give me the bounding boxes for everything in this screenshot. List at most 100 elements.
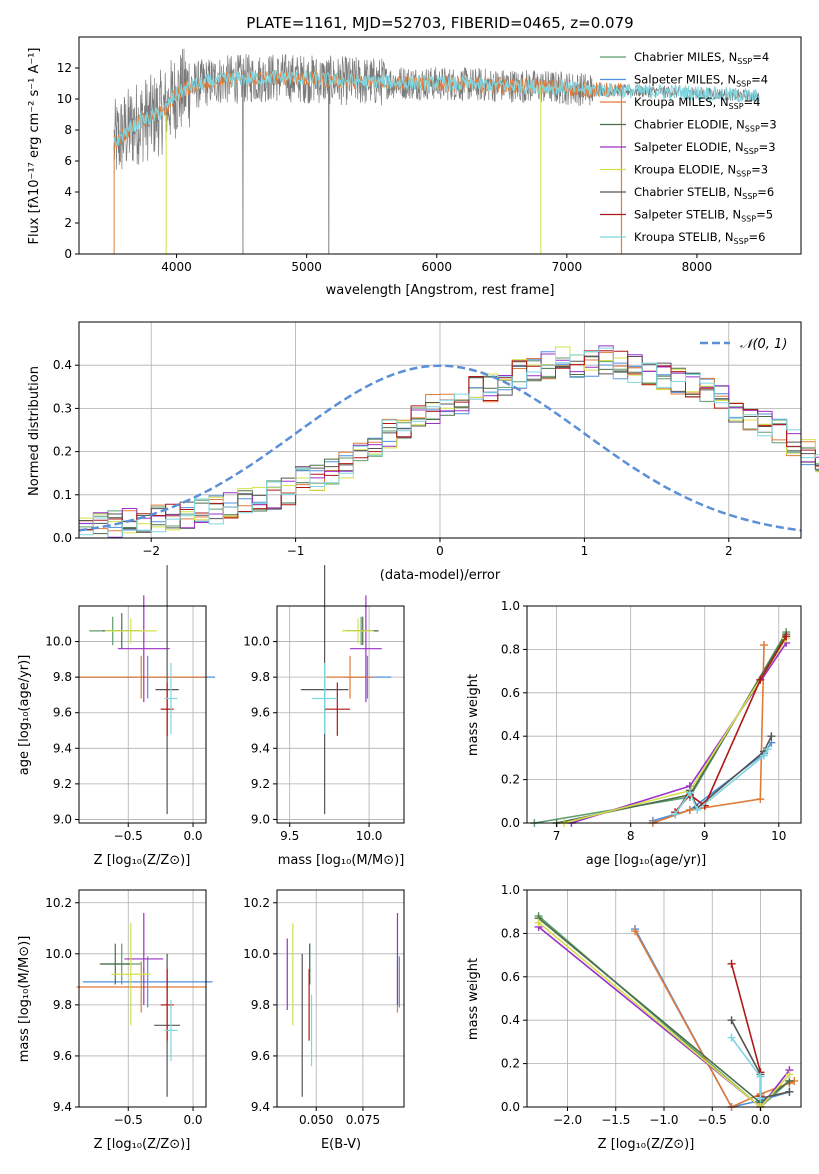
age-vs-mass-panel: mass [log₁₀(M/M⊙)] 9.5 10.0 9.0 9.2 9.4 9.6 9.…	[243, 565, 405, 868]
mass-weight-line	[534, 631, 787, 824]
x-tick-label: −1.0	[649, 1113, 678, 1127]
y-tick-label: 0.0	[501, 1100, 520, 1114]
legend-text: Salpeter MILES, N	[634, 73, 736, 87]
x-tick-label: 2	[725, 544, 733, 558]
mass-z-ylabel: mass [log₁₀(M/M⊙)]	[17, 936, 32, 1063]
weight-age-xlabel: age [log₁₀(age/yr)]	[586, 853, 707, 868]
y-tick-label: 9.0	[53, 812, 72, 826]
mass-weight-point	[785, 1070, 794, 1079]
x-tick-label: −0.5	[698, 1113, 727, 1127]
y-tick-label: 10	[57, 92, 72, 106]
mass-weight-point	[756, 1072, 765, 1081]
y-tick-label: 9.4	[251, 741, 270, 755]
y-tick-label: 9.2	[251, 777, 270, 791]
legend-suffix: =4	[751, 73, 768, 87]
legend-text: Salpeter STELIB, N	[634, 208, 741, 222]
residual-xlabel: (data-model)/error	[380, 568, 501, 583]
residual-histogram-step	[79, 347, 819, 539]
y-tick-label: 9.8	[251, 998, 270, 1012]
x-tick-label: 7	[553, 829, 561, 843]
age-mass-xlabel: mass [log₁₀(M/M⊙)]	[278, 853, 405, 868]
mass-weight-point	[759, 641, 768, 650]
legend-entry: Kroupa STELIB, NSSP=6	[634, 230, 765, 246]
residual-histogram-step	[79, 355, 819, 533]
y-tick-label: 0.6	[501, 970, 520, 984]
mass-weight-point	[534, 918, 543, 927]
x-tick-label: 7000	[552, 260, 583, 274]
legend-suffix: =3	[751, 163, 768, 177]
y-tick-label: 9.6	[251, 1049, 270, 1063]
y-tick-label: 9.0	[251, 812, 270, 826]
mass-ebv-xlabel: E(B-V)	[321, 1137, 361, 1152]
y-tick-label: 9.4	[53, 741, 72, 755]
y-tick-label: 0.4	[53, 358, 72, 372]
legend-subscript: SSP	[741, 215, 756, 224]
y-tick-label: 1.0	[501, 599, 520, 613]
x-tick-label: −0.5	[114, 1113, 143, 1127]
mass-weight-point	[756, 675, 765, 684]
legend-entry: 𝒩(0, 1)	[740, 337, 787, 352]
legend-text: Kroupa MILES, N	[634, 95, 729, 109]
legend-entry: Salpeter ELODIE, NSSP=3	[634, 140, 776, 156]
mass-weight-point	[767, 732, 776, 741]
y-tick-label: 9.6	[251, 706, 270, 720]
legend-suffix: =5	[756, 208, 773, 222]
y-tick-label: 2	[64, 216, 72, 230]
residual-histogram-step	[79, 345, 819, 538]
mass-weight-point	[727, 959, 736, 968]
y-tick-label: 0.8	[501, 642, 520, 656]
mass-weight-point	[727, 1016, 736, 1025]
y-tick-label: 10.0	[243, 947, 270, 961]
spectrum-xlabel: wavelength [Angstrom, rest frame]	[326, 283, 555, 298]
y-tick-label: 9.8	[53, 998, 72, 1012]
spectrum-ylabel: Flux [fλ10⁻¹⁷ erg cm⁻² s⁻¹ A⁻¹]	[27, 48, 42, 245]
mass-weight-point	[631, 927, 640, 936]
y-tick-label: 0.1	[53, 488, 72, 502]
legend-subscript: SSP	[745, 125, 760, 134]
y-tick-label: 0.3	[53, 401, 72, 415]
legend-entry: Kroupa MILES, NSSP=4	[634, 95, 760, 111]
x-tick-label: 0.0	[183, 1113, 202, 1127]
mass-weight-point	[785, 1087, 794, 1096]
y-tick-label: 8	[64, 123, 72, 137]
x-tick-label: −2	[142, 544, 160, 558]
y-tick-label: 9.8	[53, 670, 72, 684]
legend-entry: Salpeter MILES, NSSP=4	[634, 73, 768, 89]
mass-vs-ebv-panel: E(B-V) 0.050 0.075 9.4 9.6 9.8 10.0 10.2	[243, 889, 405, 1152]
y-tick-label: 9.6	[53, 706, 72, 720]
legend-subscript: SSP	[734, 237, 749, 246]
mass-weight-point	[759, 751, 768, 760]
legend-suffix: =4	[752, 50, 769, 64]
legend-subscript: SSP	[737, 57, 752, 66]
residual-histogram-panel: (data-model)/error Normed distribution 𝒩…	[27, 321, 819, 583]
x-tick-label: 5000	[291, 260, 322, 274]
y-tick-label: 10.0	[45, 947, 72, 961]
axes-frame	[526, 605, 802, 824]
axes-frame	[78, 889, 207, 1108]
y-tick-label: 10.2	[45, 896, 72, 910]
spectrum-title: PLATE=1161, MJD=52703, FIBERID=0465, z=0…	[246, 14, 633, 32]
y-tick-label: 9.2	[53, 777, 72, 791]
legend-subscript: SSP	[736, 170, 751, 179]
model-spectrum-kroupa-stelib	[113, 69, 760, 147]
mass-weight-point	[782, 632, 791, 641]
x-tick-label: 0	[436, 544, 444, 558]
legend-text: Chabrier MILES, N	[634, 50, 737, 64]
mass-vs-metallicity-panel: Z [log₁₀(Z/Z⊙)] mass [log₁₀(M/M⊙)] −0.5 0…	[17, 889, 213, 1152]
legend-text: Chabrier STELIB, N	[634, 185, 742, 199]
age-z-xlabel: Z [log₁₀(Z/Z⊙)]	[94, 853, 191, 868]
y-tick-label: 9.6	[53, 1049, 72, 1063]
y-tick-label: 6	[64, 154, 72, 168]
x-tick-label: 0.0	[751, 1113, 770, 1127]
x-tick-label: 8	[627, 829, 635, 843]
x-tick-label: 4000	[161, 260, 192, 274]
mass-weight-line	[563, 638, 787, 824]
legend-entry: Kroupa ELODIE, NSSP=3	[634, 163, 768, 179]
axes-frame	[276, 605, 405, 824]
x-tick-label: 9.5	[280, 829, 299, 843]
x-tick-label: 10	[771, 829, 786, 843]
legend-entry: Chabrier MILES, NSSP=4	[634, 50, 769, 66]
legend-entry: Chabrier ELODIE, NSSP=3	[634, 118, 777, 134]
y-tick-label: 9.4	[53, 1100, 72, 1114]
